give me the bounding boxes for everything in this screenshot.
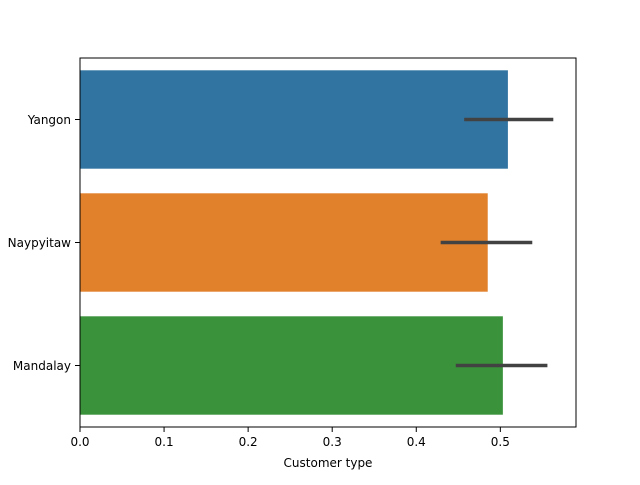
bar-yangon: [80, 70, 508, 169]
x-tick-label: 0.0: [70, 435, 89, 449]
x-tick-label: 0.4: [407, 435, 426, 449]
bars-layer: [80, 70, 508, 415]
x-tick-label: 0.1: [155, 435, 174, 449]
bar-mandalay: [80, 316, 503, 415]
x-tick-label: 0.2: [239, 435, 258, 449]
y-axis-ticks: Yangon Naypyitaw Mandalay: [8, 113, 80, 373]
x-tick-label: 0.5: [491, 435, 510, 449]
x-axis-label: Customer type: [284, 456, 373, 470]
x-axis-ticks: 0.0 0.1 0.2 0.3 0.4 0.5: [70, 427, 510, 449]
y-tick-label: Naypyitaw: [8, 236, 72, 250]
bar-naypyitaw: [80, 193, 488, 292]
y-tick-label: Mandalay: [13, 359, 71, 373]
x-tick-label: 0.3: [323, 435, 342, 449]
y-tick-label: Yangon: [27, 113, 71, 127]
error-bars-layer: [440, 117, 554, 368]
